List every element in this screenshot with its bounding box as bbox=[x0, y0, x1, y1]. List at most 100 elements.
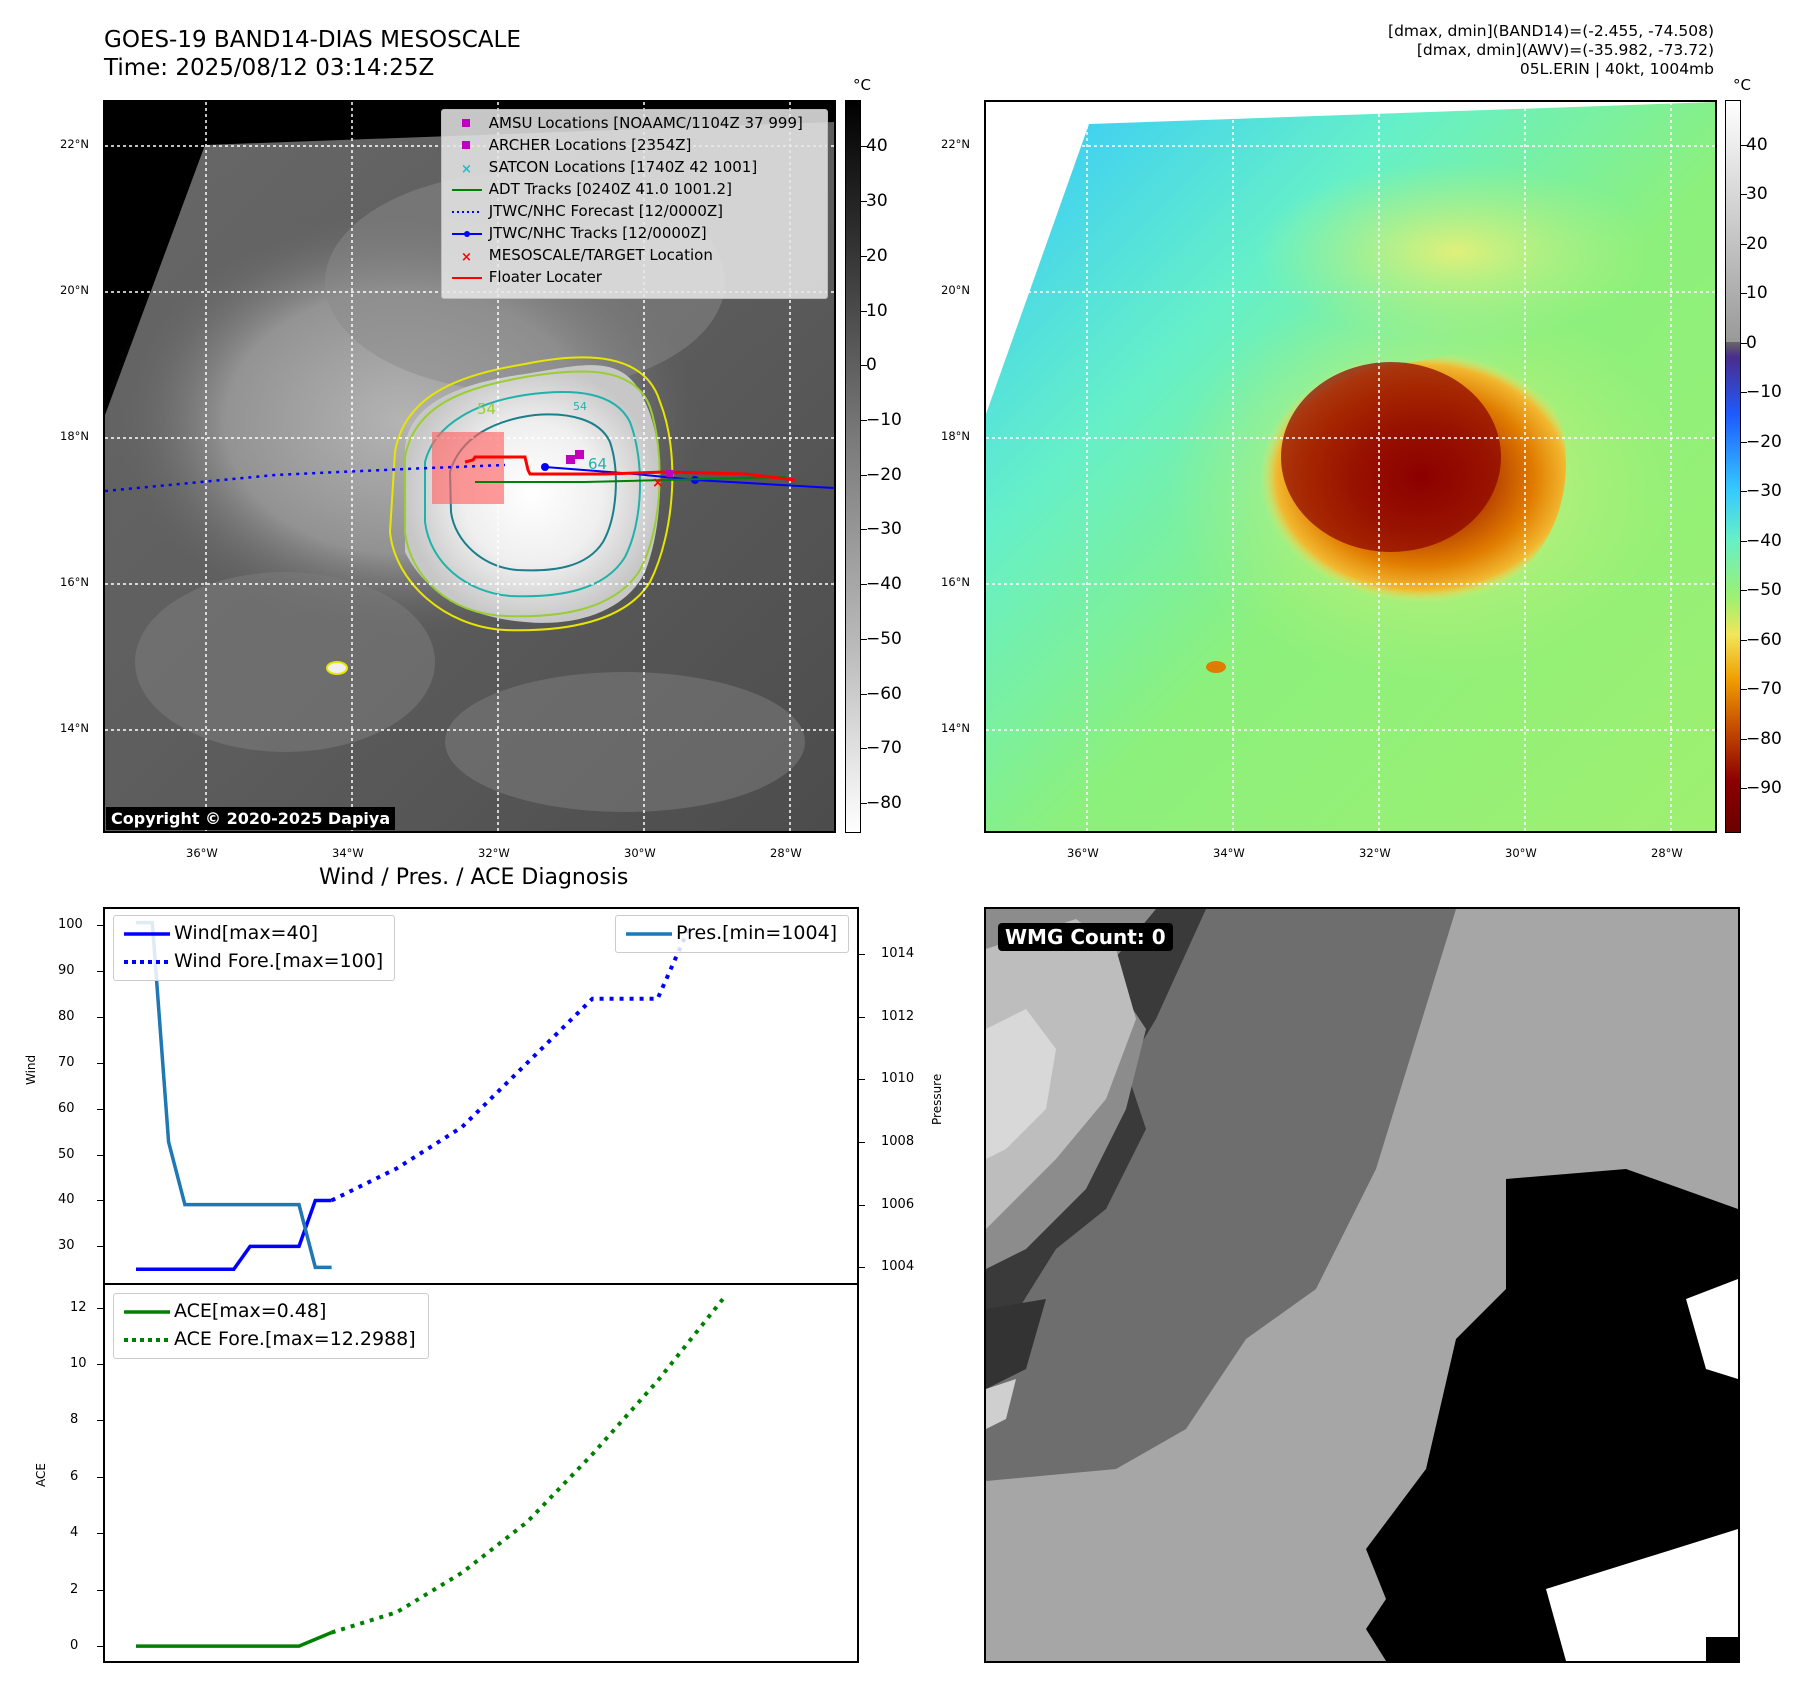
ace-tick bbox=[97, 1533, 103, 1535]
series-line bbox=[330, 924, 693, 1203]
ace-tick-label: 8 bbox=[70, 1412, 79, 1428]
colorbar-tick bbox=[1741, 243, 1747, 245]
colorbar-tick bbox=[1741, 342, 1747, 344]
colorbar-tick-label: −80 bbox=[1746, 728, 1782, 749]
colorbar-tick-label: −10 bbox=[866, 410, 902, 430]
colorbar-tick-label: −30 bbox=[866, 519, 902, 540]
lat-label: 14°N bbox=[941, 721, 970, 735]
colorbar-tick bbox=[861, 255, 867, 257]
colorbar-tick bbox=[861, 201, 867, 203]
series-line bbox=[136, 1198, 332, 1271]
colorbar-tick-label: −40 bbox=[1746, 530, 1782, 551]
colorbar-right-unit: °C bbox=[1733, 76, 1751, 94]
lon-label: 36°W bbox=[186, 846, 218, 860]
colorbar-tick-label: 10 bbox=[1746, 283, 1768, 304]
pressure-tick-label: 1010 bbox=[881, 1071, 915, 1087]
legend-item-satcon: × SATCON Locations [1740Z 42 1001] bbox=[461, 158, 758, 177]
colorbar-tick-label: 0 bbox=[866, 355, 877, 376]
diagnosis-title: Wind / Pres. / ACE Diagnosis bbox=[319, 865, 629, 890]
ace-tick bbox=[97, 1363, 103, 1365]
lon-label: 30°W bbox=[1505, 846, 1537, 860]
colorbar-tick bbox=[861, 693, 867, 695]
wind-tick bbox=[97, 1108, 103, 1110]
copyright-label: Copyright © 2020-2025 Dapiya bbox=[106, 807, 396, 830]
colorbar-tick-label: −60 bbox=[1746, 629, 1782, 650]
pressure-tick bbox=[859, 1204, 865, 1206]
lat-label: 20°N bbox=[941, 283, 970, 297]
colorbar-tick-label: −90 bbox=[1746, 778, 1782, 799]
stats-storm: 05L.ERIN | 40kt, 1004mb bbox=[1519, 60, 1714, 78]
colorbar-tick-label: −70 bbox=[866, 738, 902, 759]
lon-label: 32°W bbox=[1359, 846, 1391, 860]
pressure-tick-label: 1012 bbox=[881, 1008, 915, 1024]
diagnosis-plots bbox=[136, 920, 725, 1648]
lat-label: 22°N bbox=[941, 137, 970, 151]
colorbar-tick-label: 30 bbox=[1746, 184, 1768, 205]
colorbar-tick bbox=[861, 474, 867, 476]
svg-text:×: × bbox=[461, 250, 472, 263]
legend-ace-fore: ACE Fore.[max=12.2988] bbox=[124, 1328, 416, 1350]
colorbar-tick-label: −20 bbox=[866, 464, 902, 485]
lon-label: 32°W bbox=[478, 846, 510, 860]
lon-label: 36°W bbox=[1067, 846, 1099, 860]
ir-map-image: × 54 64 54 bbox=[105, 102, 834, 831]
wind-tick bbox=[97, 1246, 103, 1248]
pressure-tick bbox=[859, 1016, 865, 1018]
colorbar-tick bbox=[1741, 689, 1747, 691]
contour-label: 64 bbox=[588, 455, 607, 473]
legend-item-amsu: AMSU Locations [NOAAMC/1104Z 37 999] bbox=[450, 112, 803, 134]
ace-tick-label: 12 bbox=[70, 1299, 87, 1315]
legend-pres: Pres.[min=1004] bbox=[626, 922, 838, 944]
colorbar-tick bbox=[1741, 540, 1747, 542]
colorbar-tick bbox=[861, 420, 867, 421]
svg-text:×: × bbox=[652, 475, 664, 491]
contour-label: 54 bbox=[573, 400, 587, 413]
pressure-tick bbox=[859, 1079, 865, 1081]
lon-label: 30°W bbox=[624, 846, 656, 860]
colorbar-left-unit: °C bbox=[853, 76, 871, 94]
pressure-tick-label: 1004 bbox=[881, 1259, 915, 1275]
colorbar-left bbox=[845, 100, 861, 833]
awv-map-image bbox=[986, 102, 1715, 831]
wind-axis-label: Wind bbox=[24, 1054, 38, 1085]
colorbar-tick bbox=[1741, 144, 1747, 146]
ace-tick-label: 0 bbox=[70, 1638, 79, 1654]
wind-tick-label: 40 bbox=[58, 1192, 75, 1208]
wind-tick-label: 50 bbox=[58, 1146, 75, 1162]
colorbar-tick-label: 20 bbox=[866, 245, 888, 266]
svg-text:×: × bbox=[461, 162, 472, 175]
colorbar-tick-label: 10 bbox=[866, 300, 888, 321]
lat-label: 22°N bbox=[60, 137, 89, 151]
legend-item-forecast: JTWC/NHC Forecast [12/0000Z] bbox=[452, 202, 724, 220]
wind-tick bbox=[97, 1154, 103, 1156]
wmg-panel: WMG Count: 0 bbox=[984, 907, 1740, 1663]
pressure-tick-label: 1006 bbox=[881, 1196, 915, 1212]
pressure-tick-label: 1014 bbox=[881, 946, 915, 961]
wind-tick bbox=[97, 1200, 103, 1202]
wind-tick-label: 70 bbox=[58, 1054, 75, 1070]
colorbar-tick bbox=[1741, 788, 1747, 790]
colorbar-tick bbox=[861, 638, 867, 640]
colorbar-tick bbox=[861, 310, 867, 312]
colorbar-tick-label: 0 bbox=[1746, 332, 1757, 353]
stats-band14: [dmax, dmin](BAND14)=(-2.455, -74.508) bbox=[1388, 22, 1714, 40]
colorbar-tick bbox=[1741, 639, 1747, 641]
colorbar-tick bbox=[1741, 293, 1747, 295]
legend-item-adt: ADT Tracks [0240Z 41.0 1001.2] bbox=[452, 180, 732, 198]
wmg-count-badge: WMG Count: 0 bbox=[998, 923, 1173, 951]
legend-wind-fore: Wind Fore.[max=100] bbox=[124, 950, 384, 972]
pressure-legend: Pres.[min=1004] bbox=[615, 915, 849, 953]
wind-legend: Wind[max=40] Wind Fore.[max=100] bbox=[113, 915, 395, 981]
ace-tick bbox=[97, 1646, 103, 1648]
colorbar-tick-label: −70 bbox=[1746, 679, 1782, 700]
pressure-axis-label: Pressure bbox=[930, 1073, 944, 1125]
colorbar-tick-label: −40 bbox=[866, 574, 902, 595]
ace-axis-label: ACE bbox=[34, 1463, 48, 1487]
wind-tick-label: 80 bbox=[58, 1009, 75, 1025]
ace-tick-label: 10 bbox=[70, 1355, 87, 1371]
series-line bbox=[136, 1630, 333, 1648]
colorbar-tick bbox=[861, 802, 867, 804]
lon-label: 28°W bbox=[1651, 846, 1683, 860]
colorbar-tick-label: 30 bbox=[866, 191, 888, 212]
ace-tick-label: 6 bbox=[70, 1468, 79, 1484]
